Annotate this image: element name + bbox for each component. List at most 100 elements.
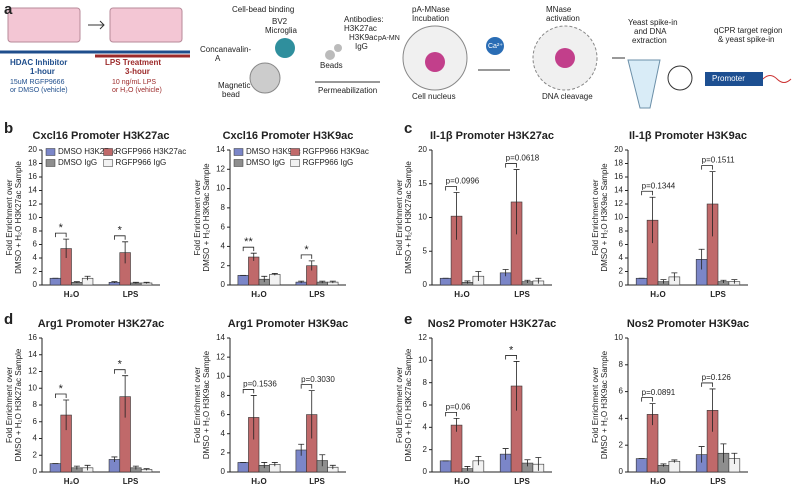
label: A xyxy=(215,54,221,63)
bar xyxy=(635,277,648,286)
y-tick-label: 8 xyxy=(619,360,624,369)
error-bar xyxy=(73,465,80,470)
y-tick-label: 16 xyxy=(28,172,37,181)
y-tick-label: 6 xyxy=(221,410,226,419)
schematic: a HDAC Inhibitor 1-hour 15uM RGFP9666 or… xyxy=(0,1,792,328)
significance-bracket xyxy=(445,186,457,191)
y-tick-label: 15 xyxy=(418,179,427,188)
y-tick-label: 12 xyxy=(216,164,225,173)
y-tick-label: 4 xyxy=(221,242,226,251)
significance-bracket xyxy=(114,369,126,374)
error-bar xyxy=(143,468,150,471)
error-bar xyxy=(671,272,678,281)
magnetic-bead xyxy=(249,62,281,94)
y-tick-label: 10 xyxy=(28,383,37,392)
label: 10 ng/mL LPS xyxy=(112,79,156,86)
label: LPS Treatment xyxy=(105,58,161,67)
x-tick-label: LPS xyxy=(123,290,139,299)
y-tick-label: 8 xyxy=(221,391,226,400)
label: H3K9ac xyxy=(349,33,377,42)
y-axis-label: Fold Enrichment over xyxy=(5,179,14,255)
legend-label: DMSO H3K9ac xyxy=(246,147,301,156)
y-tick-label: 4 xyxy=(33,434,38,443)
x-tick-label: LPS xyxy=(309,290,325,299)
legend-swatch xyxy=(45,159,56,167)
y-tick-label: 0 xyxy=(619,467,624,476)
error-bar xyxy=(63,399,70,431)
y-tick-label: 14 xyxy=(28,350,37,359)
y-tick-label: 14 xyxy=(614,186,623,195)
y-tick-label: 6 xyxy=(221,222,226,231)
y-tick-label: 4 xyxy=(423,422,428,431)
y-tick-label: 6 xyxy=(619,240,624,249)
chart-title: Arg1 Promoter H3K27ac xyxy=(38,318,165,330)
y-axis-label: Fold Enrichment over xyxy=(5,367,14,443)
x-tick-label: H₂O xyxy=(454,290,470,299)
y-tick-label: 4 xyxy=(221,429,226,438)
y-tick-label: 8 xyxy=(221,203,226,212)
legend-label: DMSO H3K27ac xyxy=(58,147,117,156)
significance-label: p=0.06 xyxy=(446,403,471,412)
y-tick-label: 10 xyxy=(216,371,225,380)
y-tick-label: 6 xyxy=(619,387,624,396)
legend-label: RGFP966 H3K27ac xyxy=(116,147,187,156)
y-axis-label: Fold Enrichment over xyxy=(193,179,202,255)
y-tick-label: 0 xyxy=(619,280,624,289)
label: Beads xyxy=(320,61,343,70)
y-tick-label: 14 xyxy=(216,145,225,154)
y-axis-label: Fold Enrichment over xyxy=(591,179,600,255)
error-bar xyxy=(464,466,471,471)
y-tick-label: 12 xyxy=(614,199,623,208)
y-tick-label: 16 xyxy=(614,172,623,181)
label: Cell nucleus xyxy=(412,92,456,101)
well-plate xyxy=(109,7,183,43)
y-tick-label: 12 xyxy=(28,199,37,208)
significance-label: * xyxy=(304,244,309,256)
y-tick-label: 2 xyxy=(619,267,624,276)
error-bar xyxy=(513,361,520,411)
label: Cell-bead binding xyxy=(232,5,294,14)
y-tick-label: 8 xyxy=(619,226,624,235)
error-bar xyxy=(271,273,278,276)
label: activation xyxy=(546,14,580,23)
legend-label: DMSO IgG xyxy=(246,158,285,167)
y-tick-label: 8 xyxy=(33,400,38,409)
dna-zoom xyxy=(667,65,693,91)
significance-label: p=0.0618 xyxy=(506,154,540,163)
label: Microglia xyxy=(265,26,298,35)
microglia xyxy=(275,38,295,58)
y-tick-label: 0 xyxy=(33,280,38,289)
label: Incubation xyxy=(412,14,449,23)
x-tick-label: LPS xyxy=(710,290,726,299)
label: Promoter xyxy=(712,74,745,83)
y-tick-label: 6 xyxy=(33,417,38,426)
label: 15uM RGFP9666 xyxy=(10,79,65,86)
y-axis-label: Fold Enrichment over xyxy=(193,367,202,443)
y-tick-label: 0 xyxy=(33,467,38,476)
error-bar xyxy=(731,279,738,284)
significance-bracket xyxy=(701,165,713,170)
y-axis-label: DMSO + H₂O H3K27ac Sample xyxy=(14,348,23,461)
x-tick-label: H₂O xyxy=(650,290,666,299)
y-tick-label: 2 xyxy=(33,267,38,276)
bar xyxy=(248,256,260,286)
y-tick-label: 4 xyxy=(33,253,38,262)
error-bar xyxy=(271,462,278,467)
y-tick-label: 2 xyxy=(619,440,624,449)
y-tick-label: 6 xyxy=(423,400,428,409)
y-axis-label: Fold Enrichment over xyxy=(395,367,404,443)
bar xyxy=(49,463,62,473)
chart-title: Cxcl16 Promoter H3K9ac xyxy=(223,130,354,142)
well-plate xyxy=(7,7,81,43)
y-tick-label: 10 xyxy=(28,213,37,222)
x-tick-label: LPS xyxy=(710,477,726,486)
y-tick-label: 10 xyxy=(614,213,623,222)
significance-label: * xyxy=(59,383,64,395)
significance-bracket xyxy=(505,163,517,168)
error-bar xyxy=(720,279,727,283)
legend-label: DMSO IgG xyxy=(58,158,97,167)
error-bar xyxy=(475,455,482,466)
significance-label: * xyxy=(59,222,64,234)
error-bar xyxy=(329,464,336,470)
label: HDAC Inhibitor xyxy=(10,58,67,67)
